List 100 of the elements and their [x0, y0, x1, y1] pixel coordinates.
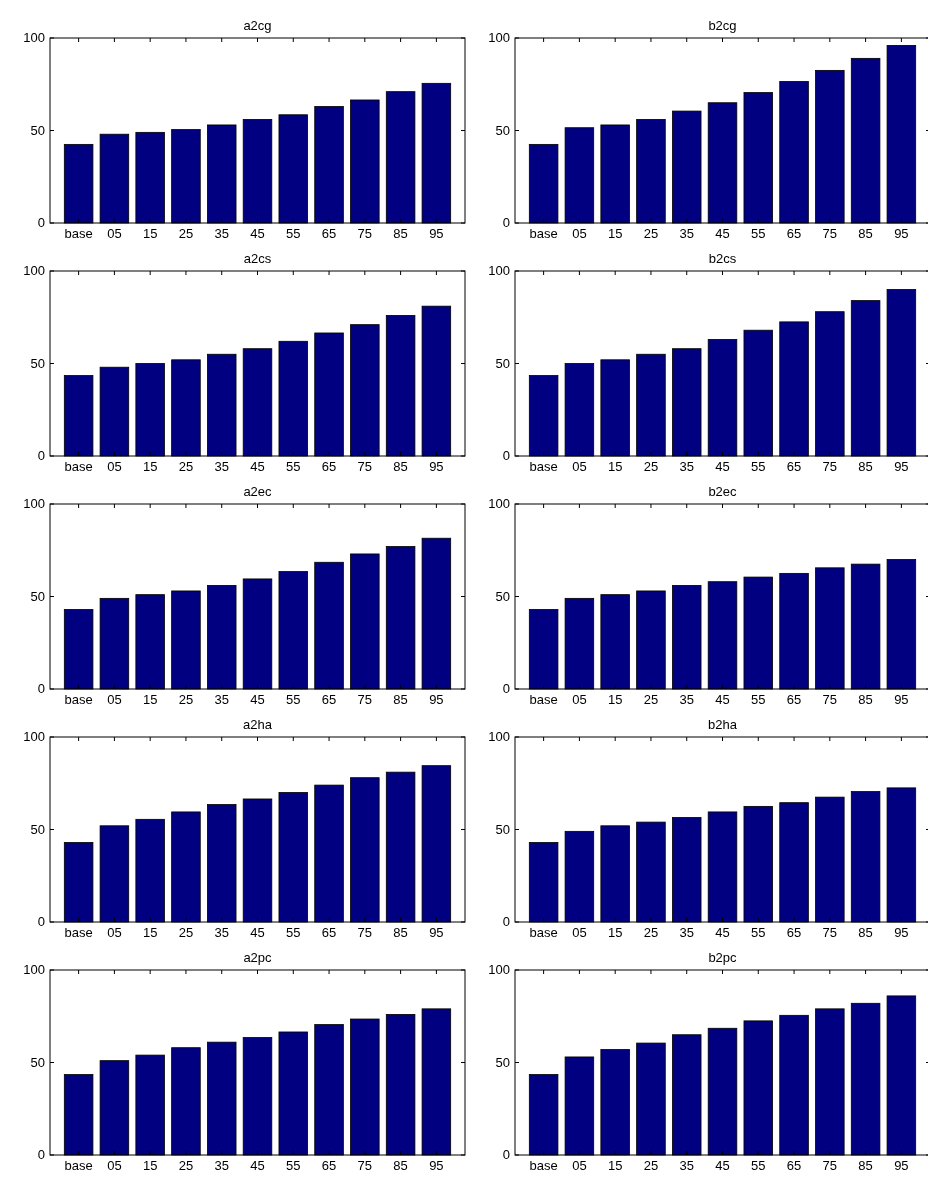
x-tick-label: 55	[751, 226, 766, 241]
x-tick-label: 85	[858, 226, 873, 241]
y-tick-label: 100	[23, 496, 45, 511]
x-tick-label: 55	[286, 459, 301, 474]
x-tick-label: 45	[715, 692, 730, 707]
y-tick-label: 50	[495, 588, 510, 604]
x-tick-label: 75	[822, 459, 838, 474]
y-tick-label: 100	[488, 30, 510, 45]
x-tick-label: 15	[607, 459, 623, 474]
y-tick-label: 100	[23, 263, 45, 278]
x-tick-label: base	[64, 459, 93, 474]
x-tick-label: 15	[607, 925, 623, 940]
x-tick-label: 95	[894, 459, 909, 474]
x-tick-label: 25	[643, 459, 659, 474]
y-tick-label: 50	[495, 821, 510, 837]
x-tick-label: 15	[142, 925, 158, 940]
x-tick-label: 15	[142, 1158, 158, 1173]
x-tick-label: 25	[178, 692, 194, 707]
y-tick-label: 100	[488, 263, 510, 278]
x-tick-label: base	[529, 226, 558, 241]
x-tick-label: 45	[250, 692, 265, 707]
x-tick-label: 35	[214, 226, 229, 241]
x-tick-label: 05	[572, 459, 587, 474]
y-tick-label: 0	[37, 215, 45, 230]
x-tick-label: 75	[357, 459, 373, 474]
x-tick-label: base	[529, 925, 558, 940]
x-tick-label: 25	[178, 459, 194, 474]
x-tick-label: 85	[393, 459, 408, 474]
x-tick-label: 65	[786, 925, 802, 940]
x-tick-label: 65	[321, 226, 337, 241]
x-tick-label: 15	[607, 1158, 623, 1173]
x-tick-label: 65	[786, 226, 802, 241]
y-tick-label: 50	[30, 355, 45, 371]
x-tick-label: 25	[643, 925, 659, 940]
x-tick-label: 75	[357, 925, 373, 940]
x-tick-label: 05	[107, 692, 122, 707]
x-tick-label: 95	[429, 692, 444, 707]
y-tick-label: 100	[488, 496, 510, 511]
y-tick-label: 50	[30, 588, 45, 604]
x-tick-label: 65	[321, 459, 337, 474]
y-tick-label: 0	[502, 681, 510, 696]
x-tick-label: 05	[572, 925, 587, 940]
x-tick-label: base	[529, 459, 558, 474]
chart-title: b2cs	[708, 251, 737, 266]
x-tick-label: 95	[429, 226, 444, 241]
x-tick-label: 05	[572, 692, 587, 707]
y-tick-label: 100	[23, 962, 45, 977]
x-tick-label: base	[64, 226, 93, 241]
x-tick-label: 95	[894, 925, 909, 940]
x-tick-label: 65	[321, 925, 337, 940]
x-tick-label: 85	[393, 925, 408, 940]
y-tick-label: 0	[37, 681, 45, 696]
x-tick-label: 95	[894, 1158, 909, 1173]
y-tick-label: 50	[30, 821, 45, 837]
x-tick-label: 05	[107, 925, 122, 940]
x-tick-label: 65	[321, 1158, 337, 1173]
x-tick-label: 05	[572, 226, 587, 241]
x-tick-label: 25	[178, 925, 194, 940]
x-tick-label: 55	[751, 1158, 766, 1173]
x-tick-label: base	[64, 1158, 93, 1173]
x-tick-label: 75	[357, 692, 373, 707]
x-tick-label: 65	[786, 692, 802, 707]
x-tick-label: 85	[858, 1158, 873, 1173]
x-tick-label: 35	[679, 1158, 694, 1173]
y-tick-label: 100	[488, 962, 510, 977]
y-tick-label: 100	[488, 729, 510, 744]
x-tick-label: 85	[393, 692, 408, 707]
x-tick-label: 75	[357, 1158, 373, 1173]
x-tick-label: 55	[751, 692, 766, 707]
y-tick-label: 0	[37, 1147, 45, 1162]
x-tick-label: 05	[107, 1158, 122, 1173]
x-tick-label: 65	[321, 692, 337, 707]
x-tick-label: base	[64, 692, 93, 707]
y-tick-label: 0	[37, 448, 45, 463]
x-tick-label: base	[529, 1158, 558, 1173]
x-tick-label: 05	[572, 1158, 587, 1173]
x-tick-label: 85	[393, 226, 408, 241]
x-tick-label: 95	[429, 1158, 444, 1173]
y-tick-label: 0	[37, 914, 45, 929]
x-tick-label: 45	[250, 925, 265, 940]
y-tick-label: 0	[502, 448, 510, 463]
x-tick-label: 45	[250, 226, 265, 241]
x-tick-label: 25	[643, 692, 659, 707]
x-tick-label: 85	[858, 459, 873, 474]
x-tick-label: 25	[643, 226, 659, 241]
x-tick-label: 35	[214, 459, 229, 474]
x-tick-label: 45	[715, 925, 730, 940]
x-tick-label: 65	[786, 459, 802, 474]
chart-title: b2cg	[708, 18, 737, 33]
x-tick-label: 35	[679, 925, 694, 940]
y-tick-label: 50	[30, 122, 45, 138]
x-tick-label: 45	[715, 1158, 730, 1173]
x-tick-label: base	[64, 925, 93, 940]
x-tick-label: 55	[286, 925, 301, 940]
x-tick-label: 25	[643, 1158, 659, 1173]
x-tick-label: 05	[107, 226, 122, 241]
y-tick-label: 50	[495, 122, 510, 138]
x-tick-label: 75	[822, 1158, 838, 1173]
x-tick-label: 75	[357, 226, 373, 241]
chart-title: a2pc	[243, 950, 273, 965]
